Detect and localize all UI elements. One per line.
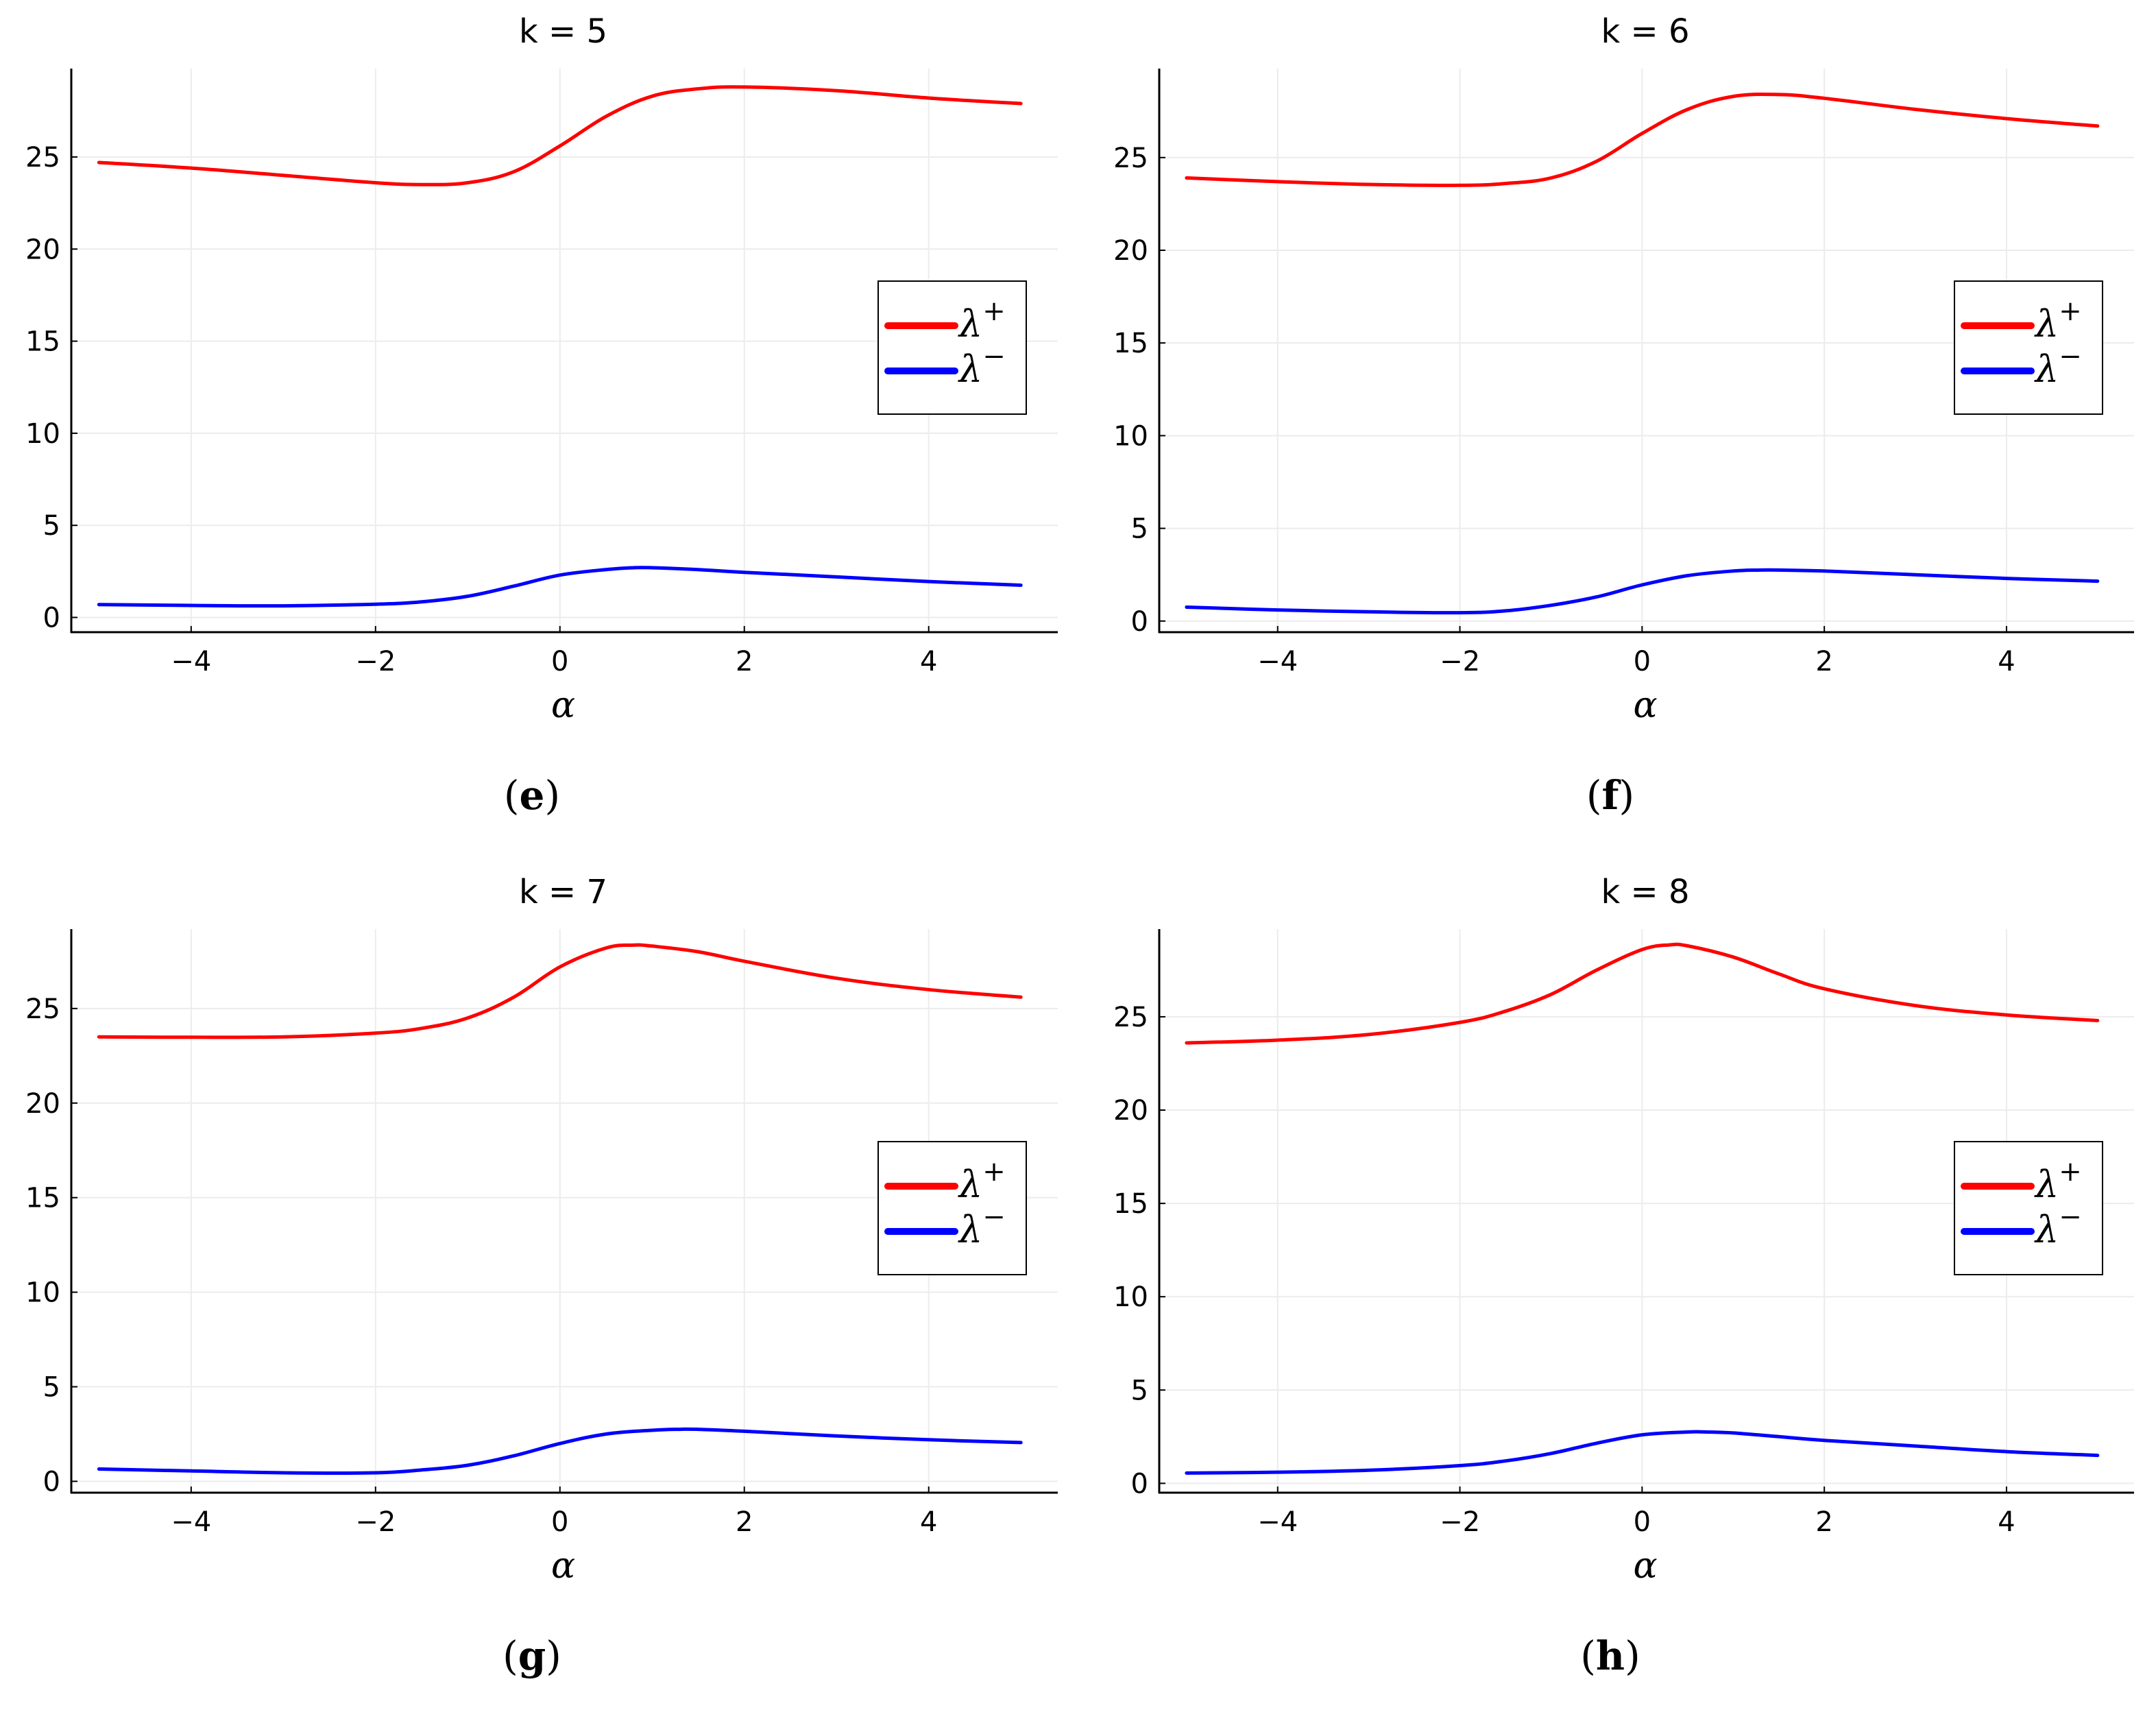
legend: λ+λ− — [877, 280, 1027, 415]
series-line-lambda-plus — [97, 85, 1023, 186]
panel-h: −4 −2 0 2 4 0 5 10 15 20 25 k = 8 α (h) λ+ λ− — [1078, 860, 2156, 1721]
series-line-lambda-minus — [97, 566, 1023, 608]
gridlines — [1159, 69, 2134, 632]
x-tick-label: −4 — [171, 1506, 211, 1538]
x-axis-label: α — [1633, 685, 1657, 726]
series-line-lambda-minus — [1185, 1430, 2100, 1475]
chart-title: k = 7 — [519, 873, 607, 911]
chart-h: −4 −2 0 2 4 0 5 10 15 20 25 k = 8 α (h) λ+λ− — [1113, 873, 2134, 1679]
series-group — [1185, 93, 2100, 615]
x-tick-label: 0 — [551, 646, 568, 677]
y-tick-label: 20 — [1113, 1095, 1148, 1127]
x-tick-label: 2 — [736, 646, 753, 677]
y-tick-label: 20 — [1113, 235, 1148, 267]
panel-g: −4 −2 0 2 4 0 5 10 15 20 25 k = 7 α (g) λ+ λ− — [0, 860, 1078, 1721]
legend-box — [1954, 1141, 2103, 1275]
y-tick-label: 20 — [25, 1088, 60, 1120]
x-tick-label: −4 — [1257, 1506, 1298, 1538]
chart-f: −4 −2 0 2 4 0 5 10 15 20 25 k = 6 α (f) λ+λ− — [1113, 12, 2134, 819]
y-tick-label: 0 — [1131, 1468, 1148, 1500]
y-tick-label: 10 — [25, 418, 60, 450]
legend: λ+λ− — [1954, 1141, 2103, 1275]
series-group — [97, 943, 1023, 1475]
y-tick-label: 25 — [1113, 143, 1148, 174]
series-line-lambda-plus — [97, 943, 1023, 1039]
y-tick-label: 15 — [25, 326, 60, 358]
x-tick-label: −2 — [1440, 1506, 1480, 1538]
y-tick-label: 5 — [43, 510, 60, 542]
series-line-lambda-minus — [1185, 568, 2100, 615]
legend-label: λ+ — [2034, 296, 2082, 346]
x-tick-label: 4 — [1998, 646, 2015, 677]
legend-label: λ+ — [2034, 1156, 2082, 1206]
panel-caption: (g) — [502, 1633, 561, 1679]
legend-label: λ− — [2034, 1201, 2082, 1251]
x-tick-label: 4 — [920, 646, 937, 677]
y-tick-label: 0 — [43, 1466, 60, 1497]
panel-caption: (h) — [1580, 1633, 1640, 1679]
legend-label: λ+ — [958, 296, 1006, 346]
series-group — [1185, 942, 2100, 1475]
chart-title: k = 8 — [1601, 873, 1689, 911]
x-tick-label: 2 — [1815, 646, 1832, 677]
y-tick-label: 25 — [25, 142, 60, 173]
legend-box — [877, 280, 1027, 415]
x-tick-label: 0 — [1634, 1506, 1651, 1538]
y-tick-label: 0 — [43, 603, 60, 634]
series-line-lambda-minus — [97, 1427, 1023, 1475]
panel-f: −4 −2 0 2 4 0 5 10 15 20 25 k = 6 α (f) λ+ λ− — [1078, 0, 2156, 860]
panel-caption: (f) — [1586, 772, 1634, 819]
legend-box — [877, 1141, 1027, 1275]
legend-label: λ− — [958, 1201, 1006, 1251]
legend-label: λ− — [958, 341, 1006, 391]
chart-e: −4 −2 0 2 4 0 5 10 15 20 25 k = 5 α (e) λ+λ− — [25, 12, 1058, 819]
x-tick-label: 0 — [1634, 646, 1651, 677]
y-tick-label: 25 — [25, 994, 60, 1025]
y-tick-label: 5 — [43, 1372, 60, 1404]
y-tick-label: 20 — [25, 234, 60, 265]
chart-g: −4 −2 0 2 4 0 5 10 15 20 25 k = 7 α (g) λ+λ− — [25, 873, 1058, 1679]
x-tick-label: 2 — [736, 1506, 753, 1538]
legend: λ+λ− — [877, 1141, 1027, 1275]
x-tick-label: −2 — [355, 1506, 396, 1538]
y-tick-label: 15 — [1113, 1188, 1148, 1220]
y-tick-label: 5 — [1131, 514, 1148, 545]
panel-caption: (e) — [504, 772, 560, 819]
chart-title: k = 5 — [519, 12, 607, 51]
y-tick-label: 0 — [1131, 606, 1148, 638]
x-tick-label: −4 — [171, 646, 211, 677]
legend: λ+λ− — [1954, 280, 2103, 415]
x-tick-label: −2 — [355, 646, 396, 677]
series-line-lambda-plus — [1185, 942, 2100, 1045]
x-tick-label: 2 — [1815, 1506, 1832, 1538]
y-tick-label: 10 — [1113, 1281, 1148, 1313]
x-axis-label: α — [1633, 1545, 1657, 1587]
series-group — [97, 85, 1023, 608]
panel-e: −4 −2 0 2 4 0 5 10 15 20 25 k = 5 α (e) λ+ λ− — [0, 0, 1078, 860]
legend-label: λ+ — [958, 1156, 1006, 1206]
legend-box — [1954, 280, 2103, 415]
x-tick-label: 0 — [551, 1506, 568, 1538]
y-tick-label: 5 — [1131, 1375, 1148, 1406]
x-axis-label: α — [551, 1545, 575, 1587]
series-line-lambda-plus — [1185, 93, 2100, 187]
y-tick-label: 10 — [1113, 420, 1148, 452]
x-tick-label: −4 — [1257, 646, 1298, 677]
y-tick-label: 25 — [1113, 1002, 1148, 1033]
x-tick-label: 4 — [1998, 1506, 2015, 1538]
y-tick-label: 10 — [25, 1277, 60, 1309]
y-tick-label: 15 — [25, 1183, 60, 1214]
legend-label: λ− — [2034, 341, 2082, 391]
x-tick-label: −2 — [1440, 646, 1480, 677]
x-tick-label: 4 — [920, 1506, 937, 1538]
x-axis-label: α — [551, 685, 575, 726]
y-tick-label: 15 — [1113, 328, 1148, 359]
chart-title: k = 6 — [1601, 12, 1689, 51]
